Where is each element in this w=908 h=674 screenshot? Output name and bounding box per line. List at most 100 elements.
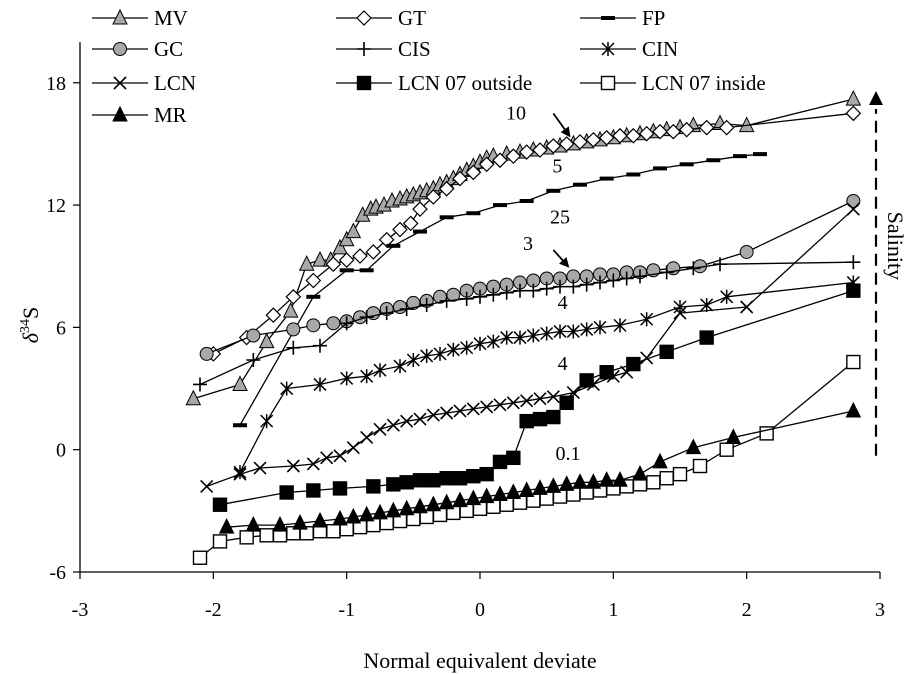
salinity-label: Salinity: [883, 212, 908, 280]
data-point-mr: [492, 485, 508, 502]
data-point-gt: [625, 127, 642, 144]
data-point-lcn: [506, 396, 520, 410]
data-point-lcn-07-inside: [692, 458, 708, 474]
x-tick-label: -2: [205, 599, 222, 621]
data-point-cin: [360, 369, 374, 384]
data-point-lcn-07-outside: [546, 409, 561, 425]
data-point-mr: [398, 499, 415, 516]
x-tick-label: 1: [608, 599, 618, 621]
annotation-label: 4: [558, 353, 568, 375]
data-point-cis: [193, 377, 207, 392]
data-point-gt: [558, 136, 575, 152]
data-point-lcn-07-outside: [279, 485, 294, 500]
data-point-lcn: [426, 408, 440, 422]
data-point-gt: [305, 272, 322, 289]
legend-marker: [113, 76, 127, 90]
data-point-gt: [532, 142, 548, 158]
data-point-cin: [460, 340, 474, 355]
data-point-cis: [713, 257, 727, 272]
annotation-label: 5: [552, 155, 562, 177]
y-axis-title: δ34S: [18, 307, 43, 343]
y-tick-label: 18: [46, 73, 66, 95]
data-point-cis: [659, 265, 674, 280]
data-point-gt: [438, 180, 455, 197]
legend-marker: [113, 42, 127, 56]
data-point-lcn: [233, 467, 247, 481]
y-axis-title-sup: 34: [18, 319, 33, 333]
data-point-lcn-07-outside: [212, 497, 228, 512]
data-point-gt: [598, 129, 615, 146]
data-point-mr: [452, 491, 468, 508]
data-point-mr: [358, 505, 375, 522]
data-point-mr: [845, 401, 862, 418]
data-point-cin: [473, 336, 487, 351]
data-point-cin: [526, 328, 540, 343]
data-point-cin: [313, 377, 327, 392]
data-point-lcn-07-outside: [306, 483, 321, 498]
data-point-cis: [439, 293, 454, 308]
y-tick-label: 0: [56, 440, 66, 462]
data-point-lcn-07-outside: [492, 454, 508, 470]
data-point-fp: [519, 199, 534, 203]
data-point-lcn: [546, 390, 560, 404]
data-point-cin: [280, 381, 294, 396]
data-point-lcn: [466, 402, 480, 416]
data-point-cin: [566, 324, 580, 339]
data-point-cis: [499, 285, 514, 300]
series-cin: [233, 275, 860, 480]
data-point-cis: [553, 279, 567, 294]
data-point-lcn-07-outside: [699, 330, 714, 345]
data-point-mr: [272, 515, 288, 532]
data-point-fp: [573, 182, 587, 187]
data-point-cin: [540, 326, 554, 341]
data-point-fp: [733, 154, 747, 159]
data-point-gt: [518, 144, 535, 160]
data-point-lcn-07-outside: [452, 471, 468, 486]
x-tick-label: -1: [338, 599, 355, 621]
data-point-mr: [218, 518, 235, 534]
salinity-label-group: Salinity: [883, 212, 908, 280]
data-point-gc: [306, 318, 321, 333]
data-point-cis: [379, 306, 394, 321]
data-point-mr: [685, 438, 702, 455]
data-point-lcn-07-inside: [659, 471, 674, 486]
data-point-lcn-07-inside: [646, 475, 661, 490]
data-point-cis: [513, 283, 527, 298]
data-point-lcn-07-outside: [506, 450, 521, 466]
y-tick-label: -6: [49, 562, 66, 584]
data-point-gt: [452, 170, 468, 187]
data-point-mv: [332, 238, 348, 255]
legend-marker: [600, 75, 616, 91]
series-line-cin: [239, 281, 854, 473]
data-point-mr: [478, 487, 495, 504]
data-point-cin: [593, 320, 607, 335]
legend-label: MR: [154, 103, 187, 127]
data-point-gt: [392, 221, 408, 238]
data-point-lcn-07-outside: [519, 413, 534, 429]
data-point-gt: [612, 127, 628, 144]
data-point-gt: [338, 252, 355, 268]
data-point-lcn: [346, 441, 360, 455]
legend-marker: [112, 105, 128, 122]
data-point-mr: [632, 465, 648, 481]
data-point-fp: [306, 294, 321, 299]
data-point-mr: [345, 507, 362, 524]
legend-item-mv: MV: [92, 6, 188, 30]
data-point-cin: [260, 414, 274, 429]
data-point-mr: [372, 503, 388, 520]
data-point-cin: [420, 348, 434, 363]
data-point-cin: [486, 334, 500, 349]
data-point-gt: [678, 121, 695, 138]
data-point-lcn-07-outside: [626, 356, 641, 372]
series-layer: [185, 89, 862, 565]
data-point-mr: [652, 452, 668, 469]
data-point-lcn: [740, 300, 754, 314]
data-point-fp: [413, 229, 427, 234]
data-point-lcn: [846, 202, 860, 216]
data-point-mr: [412, 497, 428, 514]
data-point-cis: [473, 289, 487, 304]
data-point-mv: [282, 301, 299, 318]
legend-label: FP: [642, 6, 665, 30]
annotation-label: 25: [550, 206, 570, 228]
